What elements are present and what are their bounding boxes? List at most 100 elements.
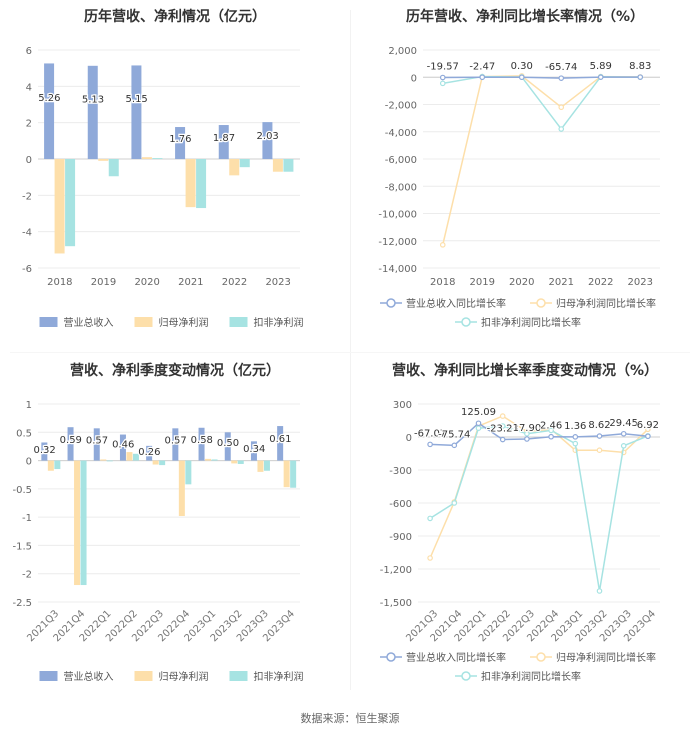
bar [54,460,61,470]
legend-label: 扣非净利润 [254,670,304,683]
y-tick-label: -1.5 [12,541,32,552]
bar [262,122,273,159]
legend-marker [461,317,471,327]
bar [263,460,270,471]
legend-label: 扣非净利润同比增长率 [481,670,581,683]
x-tick-label: 2018 [47,277,72,288]
bar [196,159,207,209]
data-point [439,74,446,81]
data-label: 125.09 [461,407,496,418]
annual-growth-rate-chart: 历年营收、净利同比增长率情况（%） 2,000 0 -2,000 -4,000 -6,0… [350,0,700,350]
data-point [439,80,446,87]
legend-marker [461,671,471,681]
legend-label: 营业总收入 [64,316,114,329]
data-label: 0.26 [138,447,160,458]
legend-swatch [134,671,153,681]
bar [108,159,119,177]
chart-title: 营收、净利季度变动情况（亿元） [70,363,280,379]
legend-marker [386,298,396,308]
data-label: 29.45 [609,418,638,429]
y-tick-label: -900 [389,532,412,543]
chart-canvas: 10.50-0.5-1-1.5-2-2.52021Q32021Q42022Q12… [12,400,304,683]
bar [47,460,54,471]
bar [205,458,212,461]
x-tick-label: 2022 [222,277,247,288]
y-tick-label: -1,500 [380,598,412,609]
bar [119,434,126,461]
data-label: -23.23 [487,424,519,435]
data-point [524,436,530,442]
data-label: 0.46 [112,440,134,451]
data-label: -65.74 [545,62,577,73]
data-point [637,74,644,80]
data-point [427,515,433,522]
legend-label: 归母净利润同比增长率 [556,297,656,310]
data-label: -75.74 [438,429,470,440]
y-tick-label: 0 [406,433,412,444]
x-tick-label: 2018 [430,277,455,288]
y-tick-label: -2 [22,570,32,581]
data-point [596,433,603,439]
data-point [548,433,554,440]
data-label: 0.32 [33,445,55,456]
data-point [479,74,486,81]
y-tick-label: 4 [26,82,32,93]
y-tick-label: 0 [26,155,32,166]
data-point [499,413,506,419]
bar [185,159,196,208]
bar [152,158,163,159]
legend-marker [386,652,396,662]
y-tick-label: -600 [389,499,412,510]
bar [231,460,238,464]
panel-divider [10,352,690,353]
legend-label: 营业总收入同比增长率 [406,297,506,310]
y-tick-label: -2,000 [385,101,417,112]
y-tick-label: 0.5 [16,428,32,439]
x-tick-label: 2023 [628,277,653,288]
chart-canvas: 2,000 0 -2,000 -4,000 -6,000 -8,000 -10,000 -12… [378,46,660,329]
bar [211,459,218,461]
bar [277,426,284,461]
data-point [558,104,565,111]
bar [106,460,113,462]
legend-swatch [39,671,58,681]
legend-swatch [229,671,248,681]
bar [54,159,65,254]
data-point [518,74,525,81]
legend-label: 营业总收入 [64,670,114,683]
bar [290,460,297,488]
bar [87,65,98,159]
data-label: 0.57 [86,436,108,447]
y-tick-label: 6 [26,46,32,57]
data-point [427,555,433,561]
data-label: 5.15 [126,94,148,105]
series-line [429,425,649,592]
data-point [451,500,458,506]
legend-swatch [134,317,153,327]
bar [100,459,107,461]
data-point [499,423,506,429]
data-source: 数据来源：恒生聚源 [300,712,400,725]
data-point [475,425,482,432]
legend-label: 归母净利润 [159,670,209,683]
y-tick-label: 1 [26,400,32,411]
y-tick-label: -14,000 [378,264,417,275]
data-label: 0.30 [511,61,533,72]
x-tick-label: 2021 [178,277,203,288]
quarterly-growth-rate-chart: 营收、净利同比增长率季度变动情况（%） 300 0 -300 -600 -900 -1,2… [350,354,700,704]
x-tick-label: 2021 [549,277,574,288]
series-line [442,76,641,79]
data-label: 0.57 [164,436,186,447]
data-point [558,126,565,132]
annual-revenue-profit-chart: 历年营收、净利情况（亿元） 6 4 2 0 -2 -4 -6 2018 2019 2020 2021… [0,0,350,350]
bar [239,159,250,168]
y-tick-label: -2 [22,191,32,202]
x-tick-label: 2019 [91,277,116,288]
y-tick-label: -300 [389,466,412,477]
bar [229,159,240,176]
bar [283,159,294,172]
y-tick-label: -1,200 [380,565,412,576]
legend-label: 扣非净利润同比增长率 [481,316,581,329]
data-label: 8.83 [629,61,651,72]
bar [175,127,186,159]
